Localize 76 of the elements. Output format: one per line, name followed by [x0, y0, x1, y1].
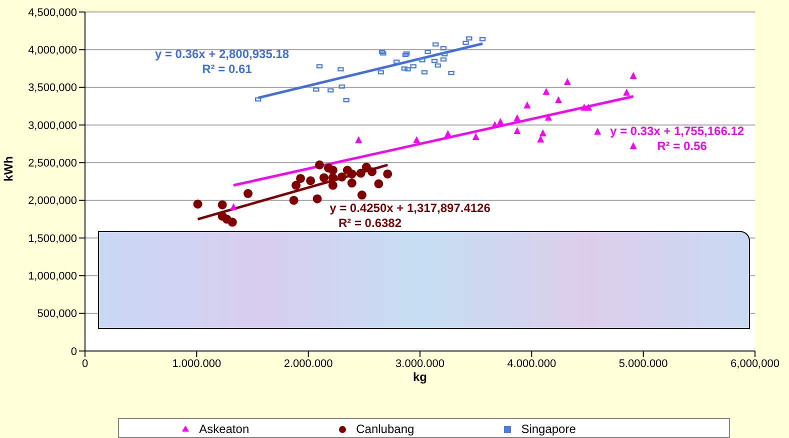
point	[630, 72, 637, 80]
point	[413, 136, 420, 144]
point	[292, 180, 301, 190]
point	[539, 129, 546, 136]
point	[306, 176, 316, 186]
annotation: y = 0.36x + 2,800,935.18 R² = 0.61	[154, 47, 290, 76]
point	[472, 133, 480, 140]
point	[338, 84, 345, 89]
point	[228, 218, 237, 227]
point	[514, 127, 521, 134]
point	[244, 189, 253, 198]
y-tick-label: 0	[70, 346, 77, 358]
point	[630, 142, 637, 150]
point	[434, 63, 441, 68]
x-tick-label: 2.000.000	[284, 358, 333, 370]
point	[319, 173, 328, 182]
y-tick-label: 4,000,000	[28, 44, 77, 57]
x-tick-label: 5.000.000	[618, 358, 668, 370]
point	[347, 169, 356, 178]
point	[496, 118, 504, 125]
point	[374, 179, 384, 188]
point	[347, 178, 356, 188]
point	[491, 121, 498, 128]
point	[444, 130, 452, 138]
y-tick-label: 500,000	[37, 308, 77, 320]
point	[328, 173, 338, 182]
y-tick-label: 2,000,000	[28, 195, 77, 208]
y-tick-label: 3,000,000	[28, 120, 77, 132]
point	[337, 172, 346, 182]
point	[367, 167, 376, 176]
point	[296, 174, 306, 183]
point	[424, 50, 431, 54]
point	[564, 78, 571, 86]
point	[312, 194, 322, 204]
x-tick-label: 3.000.000	[396, 358, 444, 370]
point	[554, 96, 562, 104]
point	[585, 104, 592, 111]
point	[328, 180, 338, 190]
y-axis-title: kWh	[1, 156, 16, 182]
point	[356, 168, 366, 178]
point	[313, 87, 320, 92]
point	[448, 70, 454, 76]
legend-label: Askeaton	[199, 422, 250, 436]
annotation: y = 0.33x + 1,755,166.12 R² = 0.56	[610, 124, 744, 153]
point	[542, 88, 550, 95]
annotation: y = 0.4250x + 1,317,897.4126 R² = 0.6382	[330, 201, 491, 230]
point	[594, 128, 602, 135]
point	[218, 200, 227, 210]
x-tick-label: 1.000.000	[172, 358, 222, 370]
point	[357, 190, 366, 200]
y-tick-label: 3,500,000	[28, 82, 77, 94]
y-tick-label: 1,000,000	[28, 270, 77, 283]
point	[401, 66, 408, 71]
point	[431, 58, 438, 64]
y-tick-label: 2,500,000	[28, 158, 77, 170]
x-tick-label: 6,000,000	[730, 358, 780, 370]
point	[440, 57, 447, 62]
x-tick-label: 4.000.000	[507, 358, 556, 370]
point	[328, 166, 338, 175]
point	[315, 160, 324, 170]
point	[289, 196, 298, 205]
point	[544, 113, 552, 120]
point	[524, 101, 531, 108]
point	[193, 200, 202, 209]
point	[383, 169, 392, 178]
point	[514, 114, 521, 122]
legend-label: Singapore	[521, 422, 576, 436]
y-tick-label: 1,500,000	[28, 232, 77, 245]
legend-label: Canlubang	[356, 422, 414, 436]
point	[623, 88, 630, 96]
y-tick-label: 4,500,000	[28, 6, 77, 19]
x-axis-title: kg	[412, 370, 428, 384]
x-tick-label: 0	[82, 358, 88, 370]
point	[355, 136, 362, 144]
point	[537, 135, 544, 142]
point	[230, 203, 238, 210]
